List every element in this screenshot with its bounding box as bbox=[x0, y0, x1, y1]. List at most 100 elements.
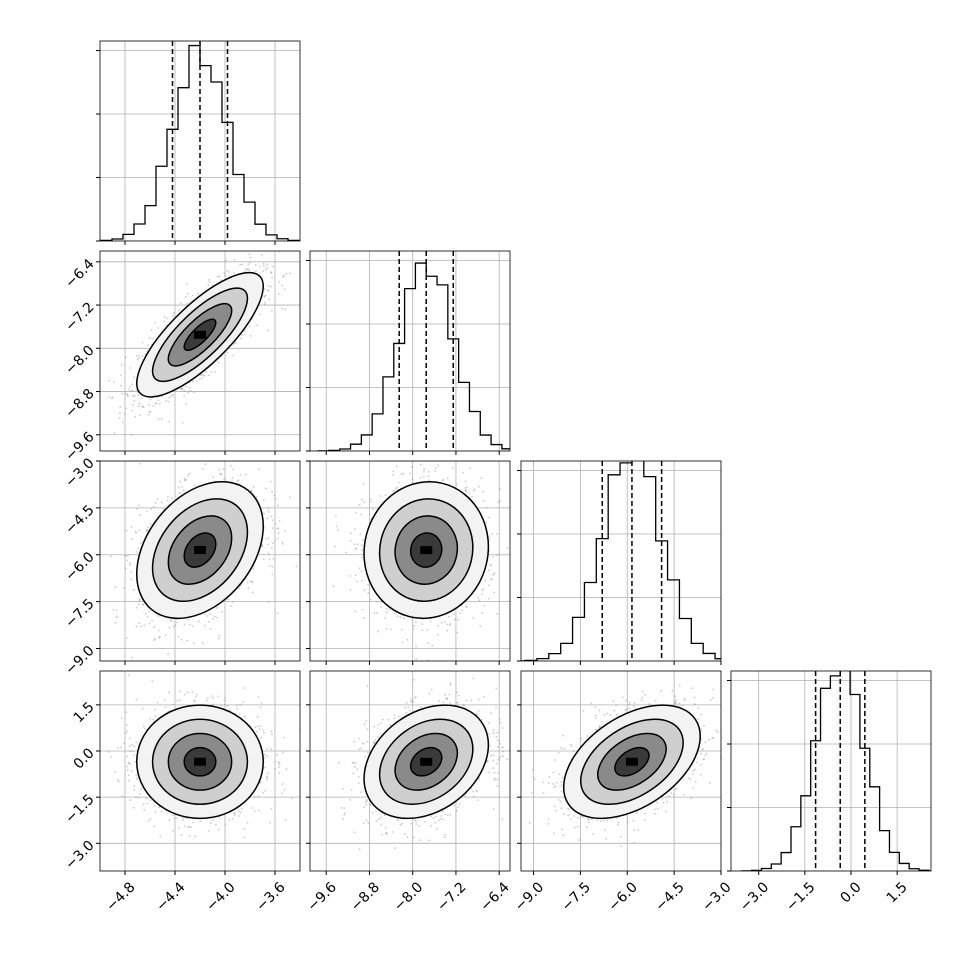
scatter-point bbox=[130, 526, 133, 528]
scatter-point bbox=[193, 484, 196, 487]
scatter-point bbox=[481, 612, 484, 614]
scatter-point bbox=[186, 292, 189, 295]
scatter-point bbox=[231, 601, 234, 603]
scatter-point bbox=[483, 604, 486, 607]
scatter-point bbox=[183, 479, 186, 482]
scatter-point bbox=[201, 642, 204, 644]
scatter-point bbox=[165, 400, 168, 402]
scatter-point bbox=[232, 468, 234, 471]
scatter-point bbox=[163, 316, 166, 318]
scatter-point bbox=[157, 399, 160, 402]
scatter-point bbox=[181, 388, 183, 391]
scatter-point bbox=[110, 555, 112, 558]
scatter-point bbox=[166, 499, 169, 502]
scatter-point bbox=[400, 473, 403, 476]
scatter-point bbox=[152, 405, 155, 407]
scatter-point bbox=[169, 619, 172, 622]
scatter-point bbox=[135, 606, 138, 609]
scatter-point bbox=[160, 501, 163, 504]
scatter-point bbox=[166, 317, 168, 320]
scatter-point bbox=[180, 302, 182, 304]
scatter-point bbox=[284, 530, 286, 532]
panel-1-0: −9.6−8.8−8.0−7.2−6.4 bbox=[62, 250, 301, 464]
scatter-point bbox=[421, 629, 424, 632]
scatter-point bbox=[221, 610, 223, 613]
scatter-point bbox=[204, 624, 206, 627]
scatter-point bbox=[360, 544, 363, 547]
tick-label-y: −8.8 bbox=[62, 386, 97, 421]
scatter-point bbox=[271, 527, 274, 530]
scatter-point bbox=[154, 501, 157, 504]
scatter-point bbox=[270, 285, 272, 288]
scatter-point bbox=[130, 571, 133, 574]
scatter-point bbox=[268, 558, 271, 561]
scatter-point bbox=[495, 554, 498, 557]
tick-label-y: −7.2 bbox=[62, 299, 97, 334]
scatter-point bbox=[150, 508, 152, 510]
scatter-point bbox=[281, 284, 284, 287]
scatter-point bbox=[183, 623, 186, 626]
scatter-point bbox=[399, 616, 402, 618]
scatter-point bbox=[204, 613, 206, 616]
scatter-point bbox=[185, 385, 188, 388]
panel-0-0 bbox=[96, 40, 301, 245]
scatter-point bbox=[271, 573, 274, 576]
scatter-point bbox=[458, 612, 461, 615]
scatter-point bbox=[263, 288, 266, 291]
scatter-point bbox=[168, 626, 171, 629]
scatter-point bbox=[406, 638, 409, 641]
contour-line bbox=[135, 481, 264, 620]
scatter-point bbox=[188, 623, 191, 626]
scatter-point bbox=[130, 538, 133, 541]
scatter-point bbox=[129, 385, 131, 388]
tick-label-y: −9.0 bbox=[62, 643, 97, 678]
scatter-point bbox=[136, 358, 139, 361]
scatter-point bbox=[204, 463, 207, 466]
scatter-point bbox=[224, 274, 227, 277]
scatter-point bbox=[116, 615, 119, 618]
scatter-point bbox=[385, 627, 388, 630]
scatter-point bbox=[353, 543, 356, 546]
scatter-point bbox=[453, 613, 455, 615]
scatter-point bbox=[119, 406, 122, 409]
scatter-point bbox=[120, 384, 122, 387]
scatter-point bbox=[217, 637, 220, 640]
tick-label-y: −6.4 bbox=[62, 256, 97, 291]
scatter-point bbox=[441, 479, 444, 482]
scatter-point bbox=[177, 486, 180, 489]
scatter-point bbox=[427, 475, 430, 477]
scatter-point bbox=[484, 579, 487, 582]
scatter-point bbox=[264, 268, 267, 271]
scatter-point bbox=[499, 499, 501, 502]
scatter-point bbox=[201, 377, 203, 380]
scatter-point bbox=[481, 589, 484, 592]
scatter-point bbox=[247, 263, 250, 266]
scatter-point bbox=[271, 276, 274, 279]
scatter-point bbox=[244, 333, 246, 336]
scatter-point bbox=[188, 386, 191, 389]
scatter-point bbox=[422, 476, 425, 478]
scatter-point bbox=[121, 421, 124, 424]
scatter-point bbox=[218, 634, 221, 637]
scatter-point bbox=[187, 453, 189, 455]
scatter-point bbox=[415, 657, 418, 660]
contour-line bbox=[167, 302, 233, 367]
scatter-point bbox=[209, 628, 212, 631]
scatter-point bbox=[488, 597, 490, 600]
scatter-point bbox=[267, 552, 270, 555]
scatter-point bbox=[139, 542, 142, 544]
scatter-point bbox=[220, 279, 223, 281]
scatter-point bbox=[270, 271, 273, 274]
scatter-point bbox=[140, 625, 142, 628]
scatter-point bbox=[239, 263, 242, 266]
scatter-point bbox=[138, 357, 140, 360]
scatter-point bbox=[473, 488, 476, 491]
scatter-point bbox=[180, 638, 183, 641]
tick-label-y: −7.5 bbox=[62, 596, 97, 631]
scatter-point bbox=[131, 656, 134, 659]
scatter-point bbox=[187, 618, 190, 621]
scatter-point bbox=[139, 514, 142, 517]
scatter-point bbox=[154, 402, 157, 405]
scatter-point bbox=[249, 256, 252, 259]
scatter-point bbox=[223, 478, 226, 481]
